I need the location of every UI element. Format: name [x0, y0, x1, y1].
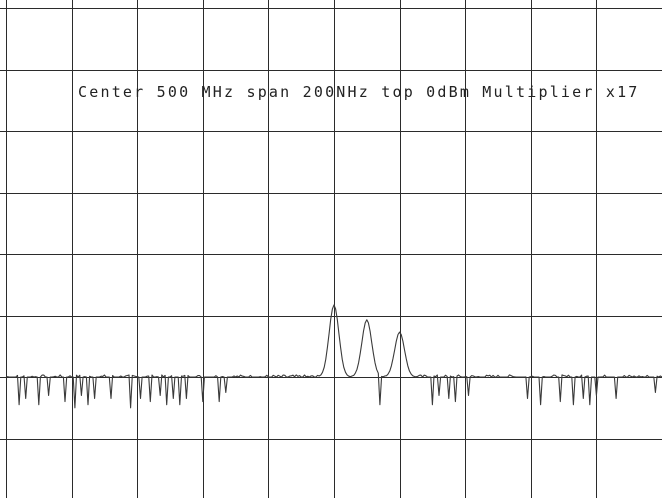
settings-annotation: Center 500 MHz span 200NHz top 0dBm Mult… — [78, 83, 640, 101]
spectrum-trace — [5, 304, 662, 409]
